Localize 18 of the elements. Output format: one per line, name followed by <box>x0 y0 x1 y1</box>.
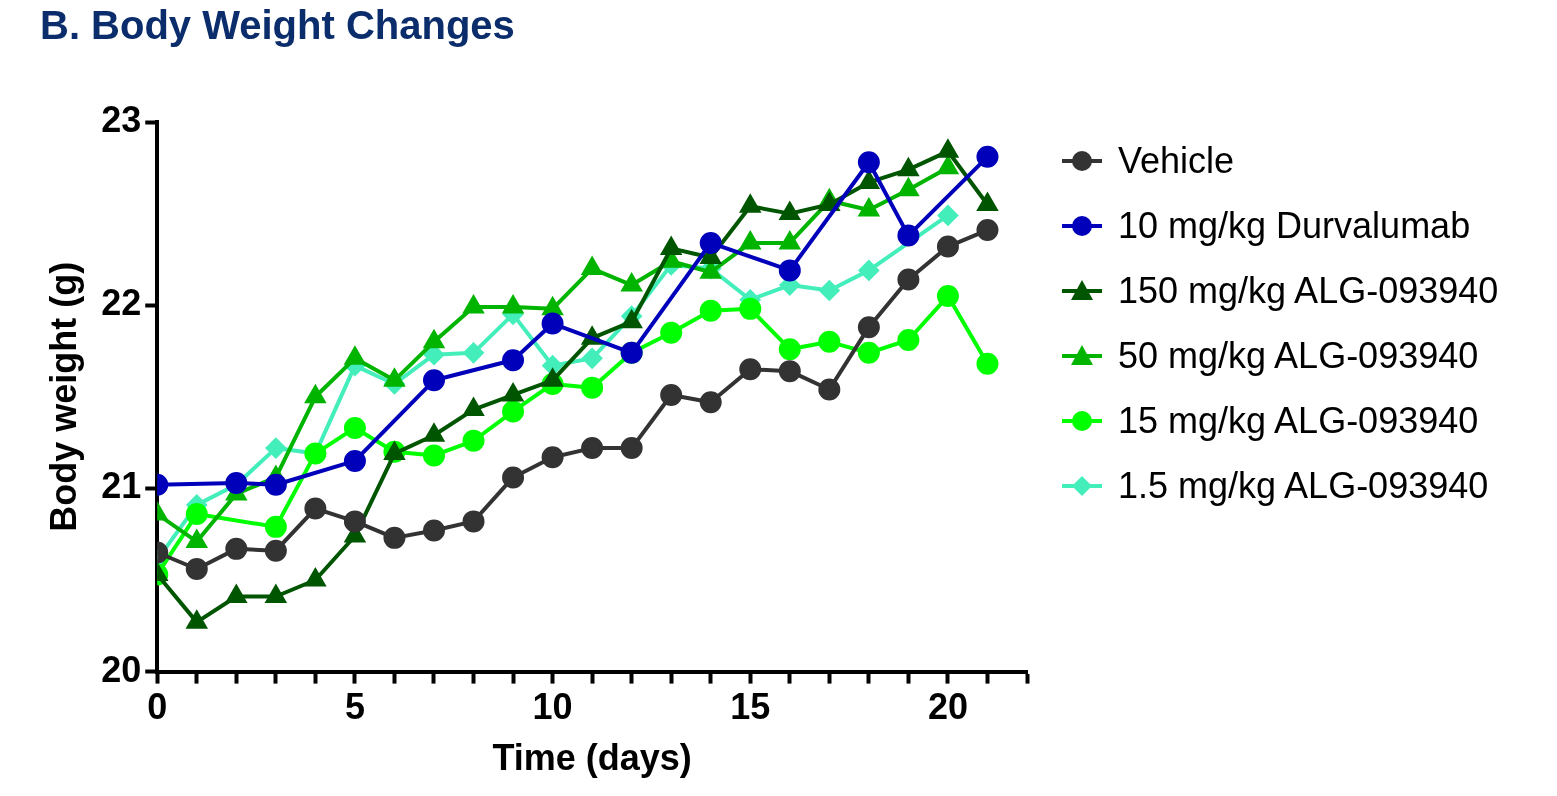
x-tick-label: 5 <box>344 686 365 728</box>
y-axis-title: Body weight (g) <box>42 261 84 532</box>
y-tick-label: 23 <box>101 98 142 140</box>
x-axis-title: Time (days) <box>492 737 692 779</box>
legend-label: Vehicle <box>1118 139 1235 182</box>
legend-label: 15 mg/kg ALG-093940 <box>1118 399 1479 442</box>
x-tick-label: 15 <box>730 686 771 728</box>
chart-title: B. Body Weight Changes <box>40 3 515 48</box>
legend-label: 10 mg/kg Durvalumab <box>1118 204 1471 247</box>
x-tick-label: 20 <box>927 686 968 728</box>
x-tick-label: 0 <box>147 686 168 728</box>
legend-label: 150 mg/kg ALG-093940 <box>1118 269 1499 312</box>
legend-label: 1.5 mg/kg ALG-093940 <box>1118 464 1489 507</box>
y-tick-label: 21 <box>101 465 142 507</box>
legend-label: 50 mg/kg ALG-093940 <box>1118 334 1479 377</box>
y-tick-label: 22 <box>101 282 142 324</box>
y-tick-label: 20 <box>101 648 142 690</box>
x-tick-label: 10 <box>532 686 573 728</box>
